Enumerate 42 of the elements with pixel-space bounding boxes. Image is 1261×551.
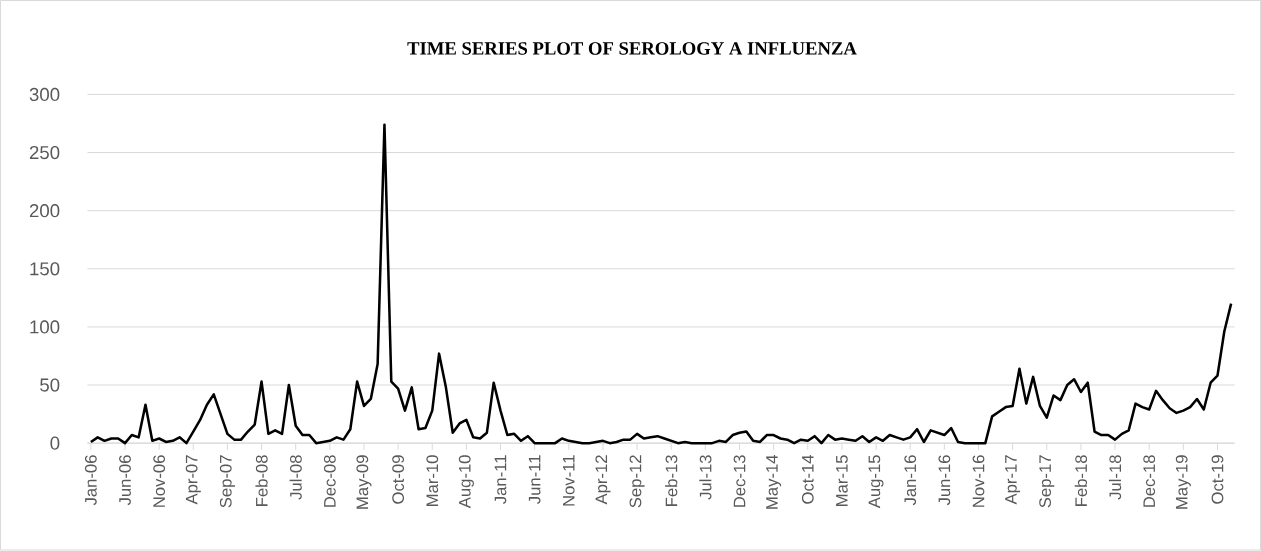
x-tick-label: Sep-17 (1039, 455, 1055, 508)
y-tick-label: 0 (50, 436, 60, 450)
x-tick-label: Jun-11 (528, 455, 541, 505)
x-tick-label: Apr-17 (1005, 455, 1021, 505)
x-tick-label: Jul-18 (1108, 455, 1122, 500)
x-tick-label: Aug-15 (868, 455, 884, 509)
x-tick-label: Dec-08 (323, 455, 336, 508)
y-tick-label: 150 (30, 262, 60, 276)
x-tick-label: Feb-08 (255, 455, 268, 507)
x-tick-label: Jan-16 (904, 455, 917, 506)
x-tick-label: Sep-07 (219, 455, 235, 508)
x-tick-label: May-14 (766, 455, 782, 509)
x-tick-label: Dec-18 (1143, 455, 1156, 508)
x-tick-label: Jul-13 (699, 455, 712, 500)
x-tick-label: Nov-06 (153, 455, 166, 508)
x-tick-label: Apr-07 (185, 455, 201, 505)
y-tick-label: 100 (30, 320, 60, 334)
x-tick-label: Nov-11 (563, 455, 575, 506)
x-tick-label: Oct-19 (1211, 455, 1224, 504)
x-tick-label: Mar-15 (836, 455, 848, 507)
x-tick-label: May-19 (1175, 455, 1191, 509)
x-tick-label: Feb-18 (1074, 455, 1088, 507)
x-tick-label: Jan-11 (494, 455, 507, 505)
x-tick-label: Oct-09 (392, 455, 405, 504)
x-tick-label: Oct-14 (801, 455, 814, 504)
x-tick-label: Dec-13 (733, 455, 746, 508)
y-tick-label: 200 (29, 204, 60, 218)
chart-title: TIME SERIES PLOT OF SEROLOGY A INFLUENZA (407, 42, 857, 55)
x-tick-label: Jun-16 (938, 455, 951, 506)
x-tick-label: Jun-06 (119, 455, 131, 506)
x-tick-label: Mar-10 (426, 455, 439, 507)
x-tick-label: Sep-12 (629, 455, 645, 508)
x-tick-label: Aug-10 (458, 455, 474, 509)
y-tick-label: 300 (29, 88, 60, 102)
x-tick-label: Feb-13 (665, 455, 678, 507)
x-tick-label: Nov-16 (972, 455, 985, 508)
x-tick-label: Jul-08 (289, 455, 302, 500)
x-tick-label: May-09 (356, 455, 372, 509)
y-tick-label: 250 (29, 146, 60, 160)
x-tick-label: Apr-12 (595, 455, 611, 505)
y-tick-label: 50 (40, 378, 60, 392)
x-tick-label: Jan-06 (84, 455, 97, 506)
